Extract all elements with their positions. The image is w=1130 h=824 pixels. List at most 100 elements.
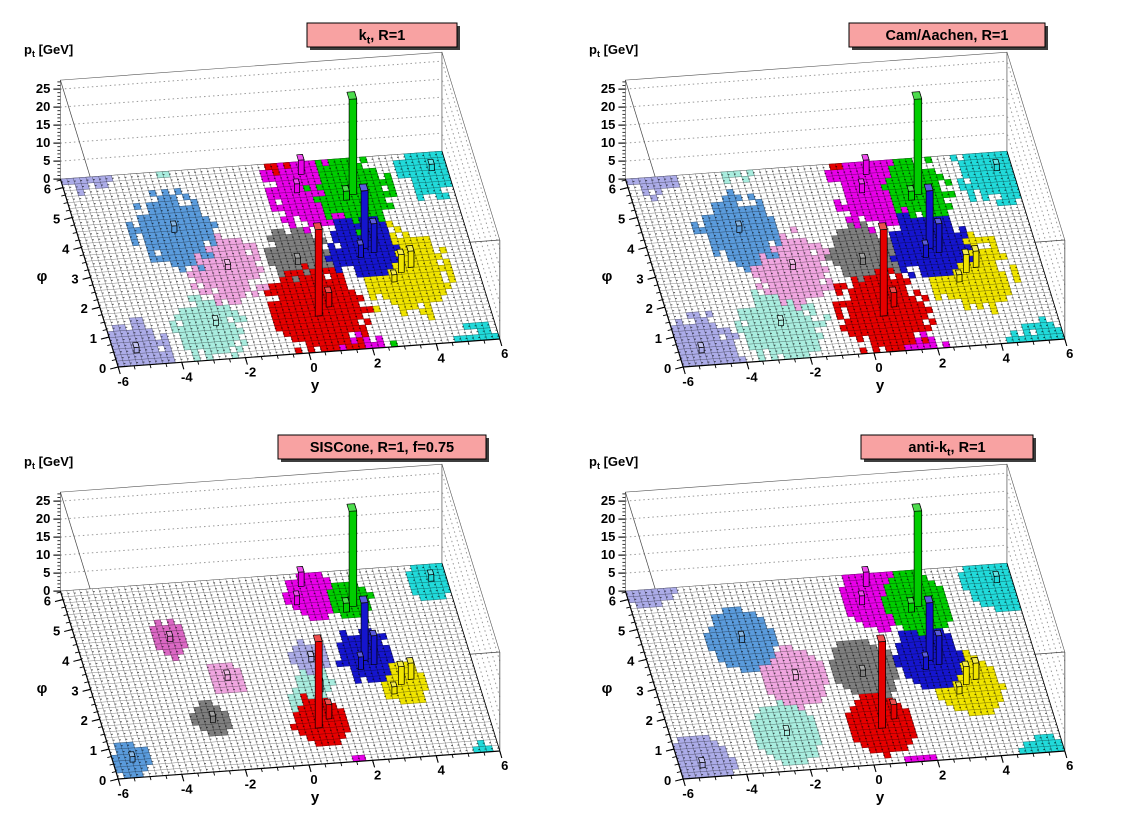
phi-axis-tick-label: 2 bbox=[646, 301, 653, 316]
pt-axis-title: pt [GeV] bbox=[24, 42, 73, 59]
y-axis-tick-label: -4 bbox=[746, 781, 758, 796]
phi-axis-tick-label: 6 bbox=[609, 594, 616, 609]
y-axis-tick-label: -2 bbox=[810, 365, 822, 380]
base-grid bbox=[60, 562, 501, 780]
phi-axis-title: φ bbox=[37, 268, 48, 285]
pt-axis-tick-label: 20 bbox=[601, 511, 615, 526]
y-axis-tick-label: -6 bbox=[117, 374, 129, 389]
phi-axis-tick-label: 4 bbox=[627, 241, 635, 256]
pt-axis-tick-label: 25 bbox=[601, 493, 615, 508]
y-axis-tick-label: -2 bbox=[810, 777, 822, 792]
pt-axis-tick-label: 25 bbox=[36, 493, 50, 508]
phi-axis-tick-label: 5 bbox=[618, 623, 625, 638]
plot-walls bbox=[60, 463, 501, 752]
y-axis-tick-label: 6 bbox=[501, 346, 508, 361]
phi-axis-title: φ bbox=[37, 680, 48, 697]
panel-title-background bbox=[860, 434, 1034, 460]
panel-title: anti-kt, R=1 bbox=[908, 440, 985, 459]
phi-axis-tick-label: 5 bbox=[53, 211, 60, 226]
y-axis-tick-label: 2 bbox=[374, 767, 381, 782]
pt-axis-tick-label: 10 bbox=[601, 547, 615, 562]
phi-axis-tick-label: 1 bbox=[90, 743, 97, 758]
y-axis-tick-label: -6 bbox=[117, 786, 129, 801]
phi-axis-tick-label: 2 bbox=[646, 713, 653, 728]
base-grid bbox=[60, 150, 501, 368]
pt-towers bbox=[698, 503, 1000, 769]
pt-axis-tick-label: 10 bbox=[36, 547, 50, 562]
plot-walls bbox=[60, 51, 501, 340]
y-axis-tick-label: 6 bbox=[1066, 758, 1073, 773]
y-axis-tick-label: -4 bbox=[181, 369, 193, 384]
phi-axis-tick-label: 3 bbox=[636, 683, 643, 698]
phi-axis-tick-label: 1 bbox=[655, 743, 662, 758]
panel-title-background bbox=[277, 434, 487, 460]
pt-axis-tick-label: 0 bbox=[608, 171, 615, 186]
pt-axis-tick-label: 5 bbox=[608, 153, 615, 168]
y-axis-tick-label: -4 bbox=[181, 781, 193, 796]
phi-axis-tick-label: 6 bbox=[44, 594, 51, 609]
phi-axis-title: φ bbox=[602, 680, 613, 697]
y-axis-tick-label: -4 bbox=[746, 369, 758, 384]
pt-axis-title: pt [GeV] bbox=[24, 454, 73, 471]
y-axis-tick-label: 0 bbox=[310, 772, 317, 787]
y-axis-tick-label: 2 bbox=[939, 767, 946, 782]
y-axis-tick-label: 0 bbox=[310, 360, 317, 375]
pt-axis-tick-label: 0 bbox=[43, 583, 50, 598]
pt-axis-tick-label: 15 bbox=[36, 117, 50, 132]
y-axis-tick-label: 6 bbox=[501, 758, 508, 773]
panel-title: SISCone, R=1, f=0.75 bbox=[310, 440, 454, 456]
pt-axis-tick-label: 5 bbox=[43, 153, 50, 168]
panel-title-box: Cam/Aachen, R=1 bbox=[848, 22, 1048, 50]
pt-axis-tick-label: 0 bbox=[43, 171, 50, 186]
phi-axis-tick-label: 3 bbox=[636, 271, 643, 286]
pt-axis-tick-label: 25 bbox=[36, 81, 50, 96]
y-axis-tick-label: 6 bbox=[1066, 346, 1073, 361]
pt-axis-tick-label: 15 bbox=[601, 117, 615, 132]
y-axis-tick-label: -2 bbox=[245, 777, 257, 792]
y-axis-tick-label: 2 bbox=[939, 355, 946, 370]
phi-axis-tick-label: 3 bbox=[71, 683, 78, 698]
pt-towers bbox=[128, 503, 435, 763]
phi-axis-tick-label: 5 bbox=[53, 623, 60, 638]
plot-walls bbox=[625, 463, 1066, 752]
phi-axis-tick-label: 6 bbox=[44, 182, 51, 197]
phi-axis-tick-label: 0 bbox=[664, 773, 671, 788]
pt-axis-tick-label: 5 bbox=[608, 565, 615, 580]
y-axis-tick-label: -2 bbox=[245, 365, 257, 380]
phi-axis-tick-label: 3 bbox=[71, 271, 78, 286]
panel-title-background bbox=[306, 22, 458, 48]
pt-axis-title: pt [GeV] bbox=[589, 42, 638, 59]
phi-axis-tick-label: 6 bbox=[609, 182, 616, 197]
phi-axis-tick-label: 1 bbox=[90, 331, 97, 346]
panel-title: kt, R=1 bbox=[359, 28, 406, 47]
y-axis-title: y bbox=[876, 789, 885, 806]
panel-title: Cam/Aachen, R=1 bbox=[886, 28, 1009, 44]
phi-axis-tick-label: 5 bbox=[618, 211, 625, 226]
y-axis-tick-label: -6 bbox=[682, 374, 694, 389]
y-axis-tick-label: -6 bbox=[682, 786, 694, 801]
pt-axis-tick-label: 25 bbox=[601, 81, 615, 96]
pt-axis-tick-label: 5 bbox=[43, 565, 50, 580]
pt-towers bbox=[697, 91, 1000, 354]
pt-axis-tick-label: 20 bbox=[36, 511, 50, 526]
phi-axis-tick-label: 0 bbox=[99, 361, 106, 376]
phi-axis-tick-label: 2 bbox=[81, 301, 88, 316]
phi-axis-tick-label: 0 bbox=[99, 773, 106, 788]
phi-axis-tick-label: 0 bbox=[664, 361, 671, 376]
pt-axis-tick-label: 0 bbox=[608, 583, 615, 598]
pt-axis-title: pt [GeV] bbox=[589, 454, 638, 471]
y-axis-tick-label: 4 bbox=[1003, 351, 1011, 366]
y-axis-tick-label: 0 bbox=[875, 360, 882, 375]
phi-axis-tick-label: 4 bbox=[62, 653, 70, 668]
phi-axis-tick-label: 4 bbox=[62, 241, 70, 256]
y-axis-title: y bbox=[876, 377, 885, 394]
panel-title-background bbox=[848, 22, 1046, 48]
pt-axis-tick-label: 10 bbox=[36, 135, 50, 150]
phi-axis-tick-label: 2 bbox=[81, 713, 88, 728]
